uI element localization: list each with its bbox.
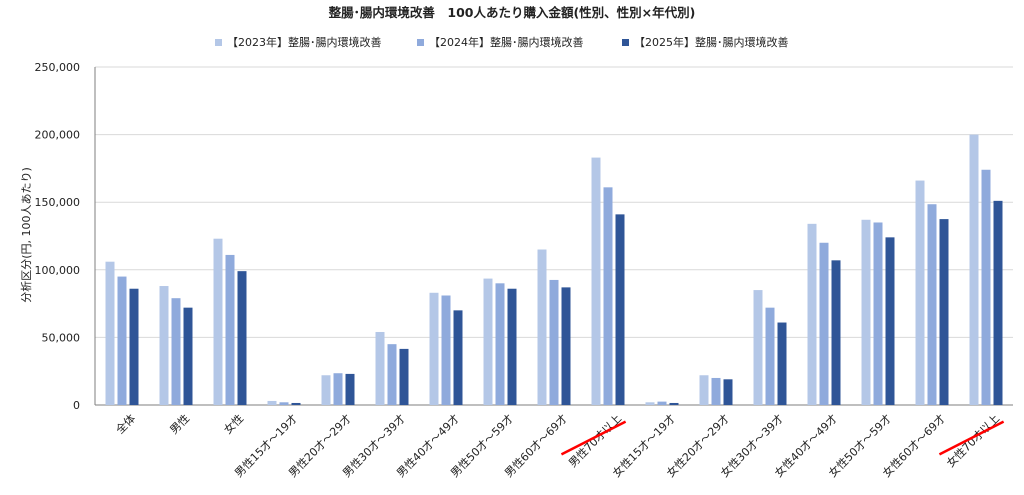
bar-3-3 [237,271,247,405]
bar-2-5 [333,373,343,405]
bar-2-11 [657,401,667,405]
bar-2-6 [387,344,397,405]
bar-3-16 [939,219,949,405]
bar-2-1 [117,276,127,405]
y-tick-label: 150,000 [35,196,81,209]
bar-2-9 [549,279,559,405]
bar-1-15 [861,219,871,405]
bar-1-6 [375,331,385,405]
x-tick-label: 女性 [221,411,246,436]
legend-label: 【2024年】整腸･腸内環境改善 [429,35,584,49]
bar-3-6 [399,348,409,405]
bar-1-9 [537,249,547,405]
highlight-underline [560,420,627,456]
y-axis-label: 分析区分(円, 100人あたり) [19,167,33,303]
bar-1-10 [591,157,601,405]
x-axis: 全体 男性 女性男性15才～19才男性20才～29才男性30才～39才男性40才～4… [113,411,1002,480]
bar-3-9 [561,287,571,405]
y-tick-label: 250,000 [35,61,81,74]
x-tick-label: 女性70才以上 [943,411,1002,470]
x-tick-label: 男性70才以上 [565,411,624,470]
bar-3-17 [993,200,1003,405]
legend: 【2023年】整腸･腸内環境改善 【2024年】整腸･腸内環境改善 【2025年】整… [215,35,789,49]
chart-title: 整腸･腸内環境改善 100人あたり購入金額(性別、性別×年代別) [329,5,696,20]
y-tick-label: 50,000 [42,331,81,344]
highlight-underlines [560,420,1005,456]
legend-label: 【2023年】整腸･腸内環境改善 [227,35,382,49]
bar-1-3 [213,238,223,405]
bar-1-11 [645,402,655,405]
bar-2-17 [981,169,991,405]
bar-2-4 [279,402,289,405]
legend-label: 【2025年】整腸･腸内環境改善 [634,35,789,49]
bar-1-7 [429,292,439,405]
bar-3-8 [507,288,517,405]
bar-1-2 [159,286,169,405]
bar-3-10 [615,214,625,405]
bar-3-2 [183,307,193,405]
bar-3-4 [291,402,301,405]
bar-1-17 [969,134,979,405]
bar-2-13 [765,307,775,405]
bar-2-10 [603,187,613,405]
gridlines [95,66,1013,338]
bar-2-3 [225,254,235,405]
bar-1-8 [483,278,493,405]
bar-3-12 [723,379,733,405]
bar-2-16 [927,204,937,405]
bar-3-11 [669,402,679,405]
bar-1-1 [105,261,115,405]
bar-2-2 [171,298,181,405]
bar-2-12 [711,377,721,405]
legend-swatch [622,39,629,46]
bar-1-13 [753,290,763,405]
bar-3-14 [831,260,841,405]
bar-3-1 [129,288,139,405]
bar-1-14 [807,223,817,405]
bar-1-4 [267,400,277,405]
bar-3-13 [777,322,787,405]
bar-2-15 [873,222,883,405]
bar-2-14 [819,242,829,405]
highlight-underline [938,420,1005,456]
bar-3-7 [453,310,463,405]
bar-1-12 [699,375,709,405]
x-tick-label: 全体 [113,411,138,436]
y-tick-label: 100,000 [35,264,81,277]
legend-swatch [417,39,424,46]
y-tick-label: 200,000 [35,129,81,142]
bar-1-5 [321,375,331,405]
bar-2-8 [495,283,505,405]
bar-3-15 [885,237,895,405]
legend-swatch [215,39,222,46]
bar-3-5 [345,373,355,405]
x-tick-label: 男性 [167,411,192,436]
y-axis: 0 50,000 100,000 150,000 200,000 250,000 [35,61,1013,412]
y-tick-label: 0 [73,399,80,412]
bar-1-16 [915,180,925,405]
bars [105,134,1003,405]
bar-2-7 [441,295,451,405]
